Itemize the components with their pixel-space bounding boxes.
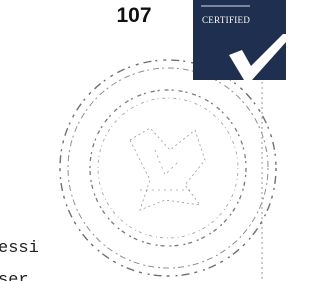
text-fragment: essi [0, 239, 39, 258]
badge-label: CERTIFIED [202, 15, 250, 25]
text-fragment: ser [0, 271, 29, 281]
scan: 107 CERTIFIED essi ser [0, 0, 286, 281]
page-number: 107 [116, 4, 151, 27]
seal [60, 60, 276, 276]
certified-badge: CERTIFIED [193, 0, 286, 80]
document-page: {"page_number": "107", "badge": {"label"… [0, 0, 286, 281]
